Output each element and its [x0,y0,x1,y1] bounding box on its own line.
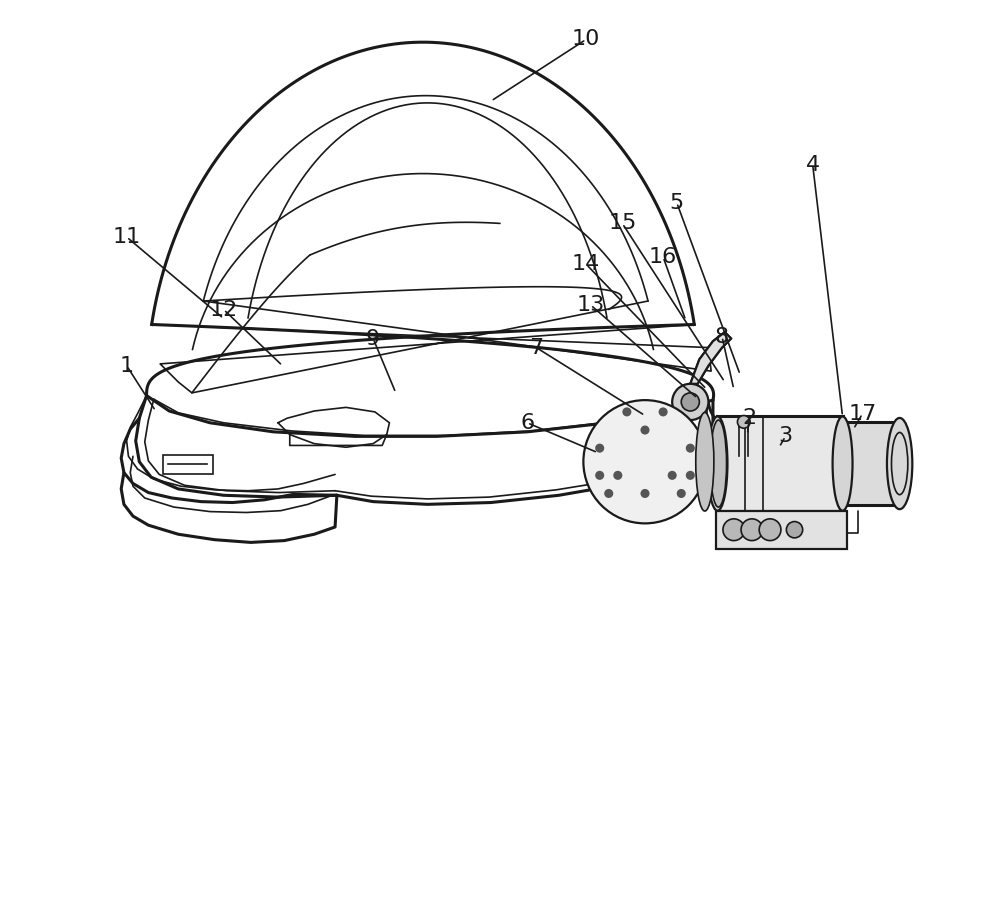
Circle shape [786,522,803,538]
Circle shape [686,444,695,453]
Circle shape [659,407,668,416]
Text: 16: 16 [649,247,677,267]
Text: 17: 17 [848,404,877,424]
Circle shape [741,519,763,541]
FancyBboxPatch shape [716,511,847,549]
Circle shape [583,400,707,524]
Circle shape [672,384,708,420]
Text: 15: 15 [608,214,637,234]
Circle shape [640,425,650,435]
Circle shape [595,471,604,480]
Text: 6: 6 [520,413,534,433]
Circle shape [622,407,631,416]
Text: 14: 14 [572,255,600,275]
Text: 3: 3 [778,426,793,446]
Circle shape [613,471,622,480]
Circle shape [668,471,677,480]
Text: 5: 5 [670,193,684,213]
Circle shape [681,393,699,411]
Text: 11: 11 [113,227,141,247]
FancyBboxPatch shape [843,422,895,505]
Circle shape [595,444,604,453]
Text: 8: 8 [715,326,729,346]
Text: 4: 4 [806,155,820,175]
Circle shape [723,519,745,541]
Ellipse shape [833,416,853,511]
Text: 13: 13 [576,295,605,315]
Text: 12: 12 [209,299,238,319]
Circle shape [686,471,695,480]
Text: 1: 1 [120,355,134,375]
Text: 7: 7 [529,337,543,357]
Text: 2: 2 [742,408,756,428]
Circle shape [737,415,750,428]
Ellipse shape [710,420,727,507]
FancyBboxPatch shape [717,416,843,511]
Ellipse shape [708,416,727,511]
Text: 10: 10 [572,29,600,49]
Ellipse shape [696,413,714,511]
Polygon shape [690,332,731,384]
Circle shape [604,489,613,498]
Text: 9: 9 [366,328,380,348]
Circle shape [640,489,650,498]
FancyBboxPatch shape [163,454,213,474]
Circle shape [759,519,781,541]
Ellipse shape [887,418,912,509]
Circle shape [677,489,686,498]
